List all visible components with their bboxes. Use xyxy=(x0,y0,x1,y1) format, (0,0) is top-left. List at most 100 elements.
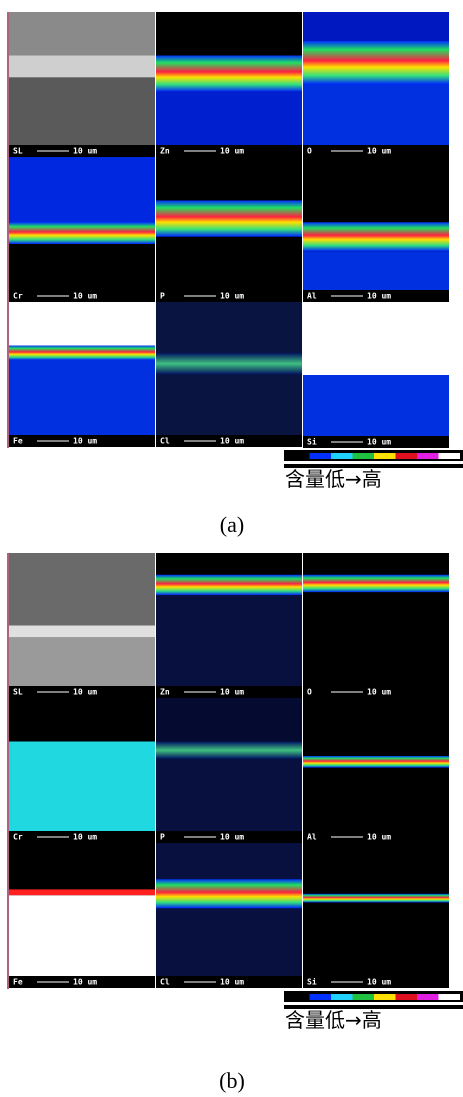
tile-band xyxy=(303,575,449,592)
caption: (b) xyxy=(219,1068,245,1093)
tile-band xyxy=(303,894,449,903)
scale-label: 10 um xyxy=(367,438,391,447)
map-tile: Si 10 um xyxy=(303,375,449,448)
tile-below xyxy=(156,759,302,843)
element-label: Zn xyxy=(160,147,170,156)
colorbar-segment xyxy=(417,994,439,1000)
element-label: Al xyxy=(307,292,317,301)
element-label: O xyxy=(307,147,312,156)
map-tile: Al 10 um xyxy=(303,698,449,843)
map-tile: Fe 10 um xyxy=(9,843,155,988)
map-tile: Al 10 um xyxy=(303,157,449,302)
scale-label: 10 um xyxy=(73,978,97,987)
element-label: SL xyxy=(13,688,23,697)
panel-border xyxy=(7,553,9,989)
tile-band xyxy=(9,56,155,78)
colorbar-segment xyxy=(439,453,461,459)
map-tile: P 10 um xyxy=(156,157,302,302)
scale-label: 10 um xyxy=(73,437,97,446)
colorbar-segment xyxy=(374,994,396,1000)
element-label: SL xyxy=(13,147,23,156)
tile-below xyxy=(303,902,449,988)
map-tile: P 10 um xyxy=(156,698,302,843)
colorbar-segment xyxy=(310,994,332,1000)
element-label: Fe xyxy=(13,978,23,987)
element-label: Zn xyxy=(160,688,170,697)
colorbar-stripe xyxy=(284,461,463,464)
map-tile: O 10 um xyxy=(303,12,449,157)
tile-band xyxy=(9,222,155,244)
tile-band xyxy=(156,742,302,759)
map-tile: Zn 10 um xyxy=(156,12,302,157)
scale-label: 10 um xyxy=(367,147,391,156)
map-tile: Cr 10 um xyxy=(9,698,155,843)
tile-band xyxy=(9,742,155,844)
map-tile: Cl 10 um xyxy=(156,302,302,447)
colorbar-segment xyxy=(331,994,353,1000)
map-tile: Cr 10 um xyxy=(9,157,155,302)
element-label: Fe xyxy=(13,437,23,446)
caption: (a) xyxy=(220,512,244,537)
colorbar-segment xyxy=(374,453,396,459)
colorbar-segment xyxy=(439,994,461,1000)
colorbar-segment xyxy=(310,453,332,459)
tile-band xyxy=(9,346,155,361)
colorbar-segment xyxy=(353,453,375,459)
tile-below xyxy=(9,895,155,988)
colorbar-segment xyxy=(417,453,439,459)
tile-below xyxy=(9,360,155,447)
scale-label: 10 um xyxy=(73,292,97,301)
element-label: Cr xyxy=(13,292,23,301)
figure: SL10 umZn10 umO10 umCr10 umP10 umAl10 um… xyxy=(0,0,463,1097)
tile-band xyxy=(303,222,449,251)
scale-label: 10 um xyxy=(220,833,244,842)
scale-label: 10 um xyxy=(220,688,244,697)
colorbar-segment xyxy=(353,994,375,1000)
colorbar-segment xyxy=(396,994,418,1000)
element-label: Al xyxy=(307,833,317,842)
tile-band xyxy=(156,201,302,237)
tile-band xyxy=(9,626,155,638)
element-label: Si xyxy=(307,437,317,447)
scale-label: 10 um xyxy=(367,833,391,842)
colorbar-segment xyxy=(288,994,310,1000)
element-label: P xyxy=(160,833,165,842)
scale-label: 10 um xyxy=(73,147,97,156)
scale-label: 10 um xyxy=(220,292,244,301)
element-label: P xyxy=(160,292,165,301)
scale-label: 10 um xyxy=(220,978,244,987)
map-tile: Zn 10 um xyxy=(156,553,302,698)
scale-label: 10 um xyxy=(73,688,97,697)
tile-band xyxy=(156,575,302,595)
tile-band xyxy=(156,56,302,92)
tile-band xyxy=(156,353,302,375)
scale-label: 10 um xyxy=(73,833,97,842)
element-label: Cr xyxy=(13,833,23,842)
tile-band xyxy=(156,879,302,908)
element-label: Cl xyxy=(160,437,170,446)
map-tile: SL 10 um xyxy=(9,12,155,157)
element-label: Cl xyxy=(160,978,170,987)
legend-text: 含量低→高 xyxy=(285,467,382,491)
map-tile: Fe 10 um xyxy=(9,302,155,447)
colorbar-segment xyxy=(288,453,310,459)
tile-band xyxy=(9,889,155,895)
colorbar-segment xyxy=(331,453,353,459)
tile-below xyxy=(156,595,302,698)
legend-text: 含量低→高 xyxy=(285,1008,382,1032)
colorbar-segment xyxy=(396,453,418,459)
map-tile: Cl 10 um xyxy=(156,843,302,988)
map-tile: SL 10 um xyxy=(9,553,155,698)
element-label: Si xyxy=(307,977,317,987)
tile-band xyxy=(303,756,449,768)
scale-label: 10 um xyxy=(367,978,391,987)
element-label: O xyxy=(307,688,312,697)
colorbar-stripe xyxy=(284,1002,463,1005)
tile-band xyxy=(303,41,449,85)
scale-label: 10 um xyxy=(220,437,244,446)
scale-label: 10 um xyxy=(367,292,391,301)
scale-label: 10 um xyxy=(220,147,244,156)
tile-below xyxy=(303,592,449,698)
panel-border xyxy=(7,12,9,448)
